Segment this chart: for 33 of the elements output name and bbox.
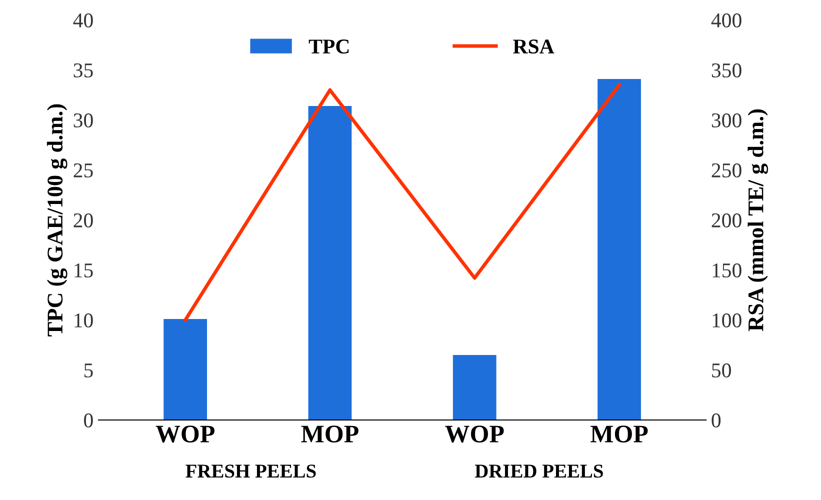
y2-tick-label: 150: [712, 263, 742, 278]
y-tick-label: 20: [74, 213, 93, 228]
y2-tick-label: 50: [712, 363, 731, 378]
y2-axis-title: RSA (mmol TE/ g d.m.): [748, 109, 768, 332]
y-tick-label: 30: [74, 113, 93, 128]
text: DRIED PEELS: [474, 464, 603, 478]
line-series: [184, 83, 622, 322]
y2-tick-label: 200: [712, 213, 742, 228]
y-tick-label: 25: [74, 163, 93, 178]
bar: [598, 79, 641, 420]
x-tick-label: WOP: [156, 426, 214, 443]
y2-tick-label: 300: [712, 113, 742, 128]
x-tick-label: MOP: [590, 426, 648, 442]
y-tick-label: 5: [84, 364, 93, 378]
y2-tick-label: 400: [711, 13, 742, 28]
bar: [308, 106, 352, 420]
legend-label: RSA: [513, 40, 554, 54]
x-tick-label: MOP: [301, 426, 358, 442]
y2-tick-label: 250: [712, 163, 742, 178]
y-tick-label: 10: [74, 313, 93, 328]
text: FRESH PEELS: [186, 464, 316, 478]
bar: [164, 319, 208, 420]
y-tick-label: 15: [74, 263, 93, 278]
legend-label: TPC: [308, 40, 349, 54]
y2-tick-label: 350: [712, 63, 742, 78]
x-tick-label: WOP: [445, 426, 504, 443]
y2-tick-label: 0: [712, 413, 721, 428]
y2-tick-label: 100: [712, 313, 742, 328]
y-axis-title: TPC (g GAE/100 g d.m.): [46, 104, 68, 336]
y-tick-label: 40: [73, 13, 93, 28]
bar: [452, 355, 496, 420]
y-tick-label: 35: [74, 63, 93, 78]
y-tick-label: 0: [84, 413, 93, 428]
